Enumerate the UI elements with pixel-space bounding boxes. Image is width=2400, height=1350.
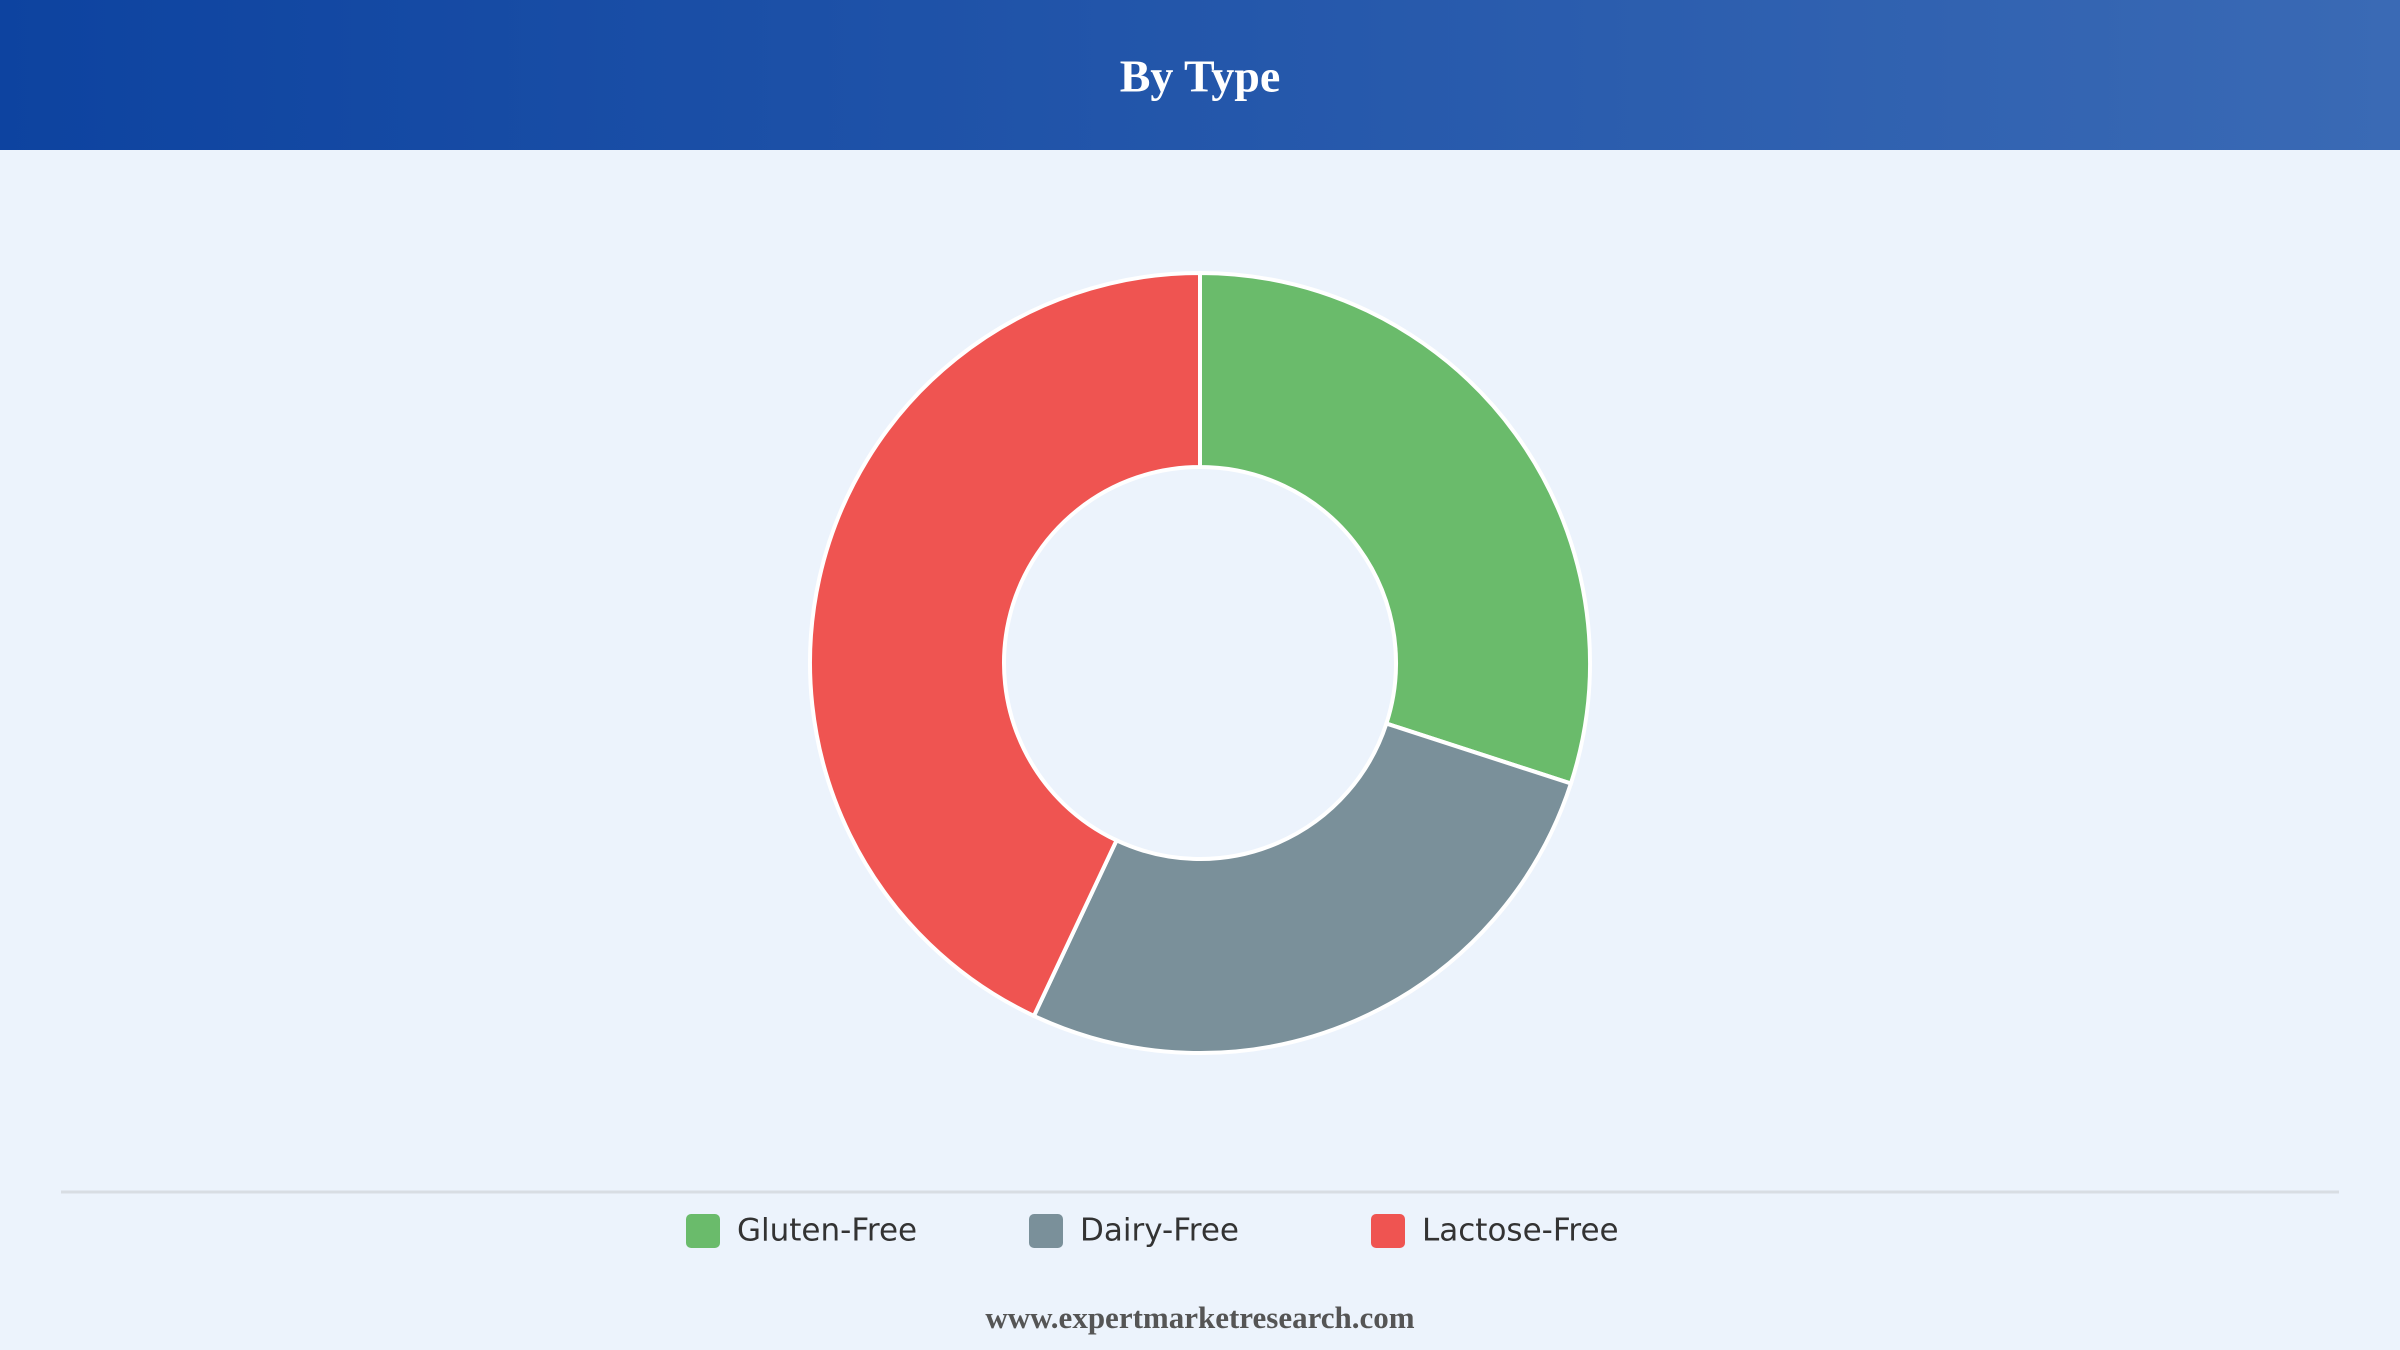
header-bar [0,0,2400,150]
legend-label: Gluten-Free [737,1213,917,1249]
legend-swatch [1029,1214,1063,1248]
legend-swatch [686,1214,720,1248]
donut-slice [1031,721,1574,1055]
legend-label: Lactose-Free [1422,1213,1619,1249]
source: www.expertmarketresearch.com [985,1300,1414,1335]
donut-slice [808,270,1202,1019]
chart-title: By Type [1120,51,1281,102]
donut-slice [1198,270,1592,787]
legend-swatch [1371,1214,1405,1248]
legend-label: Dairy-Free [1080,1213,1239,1249]
